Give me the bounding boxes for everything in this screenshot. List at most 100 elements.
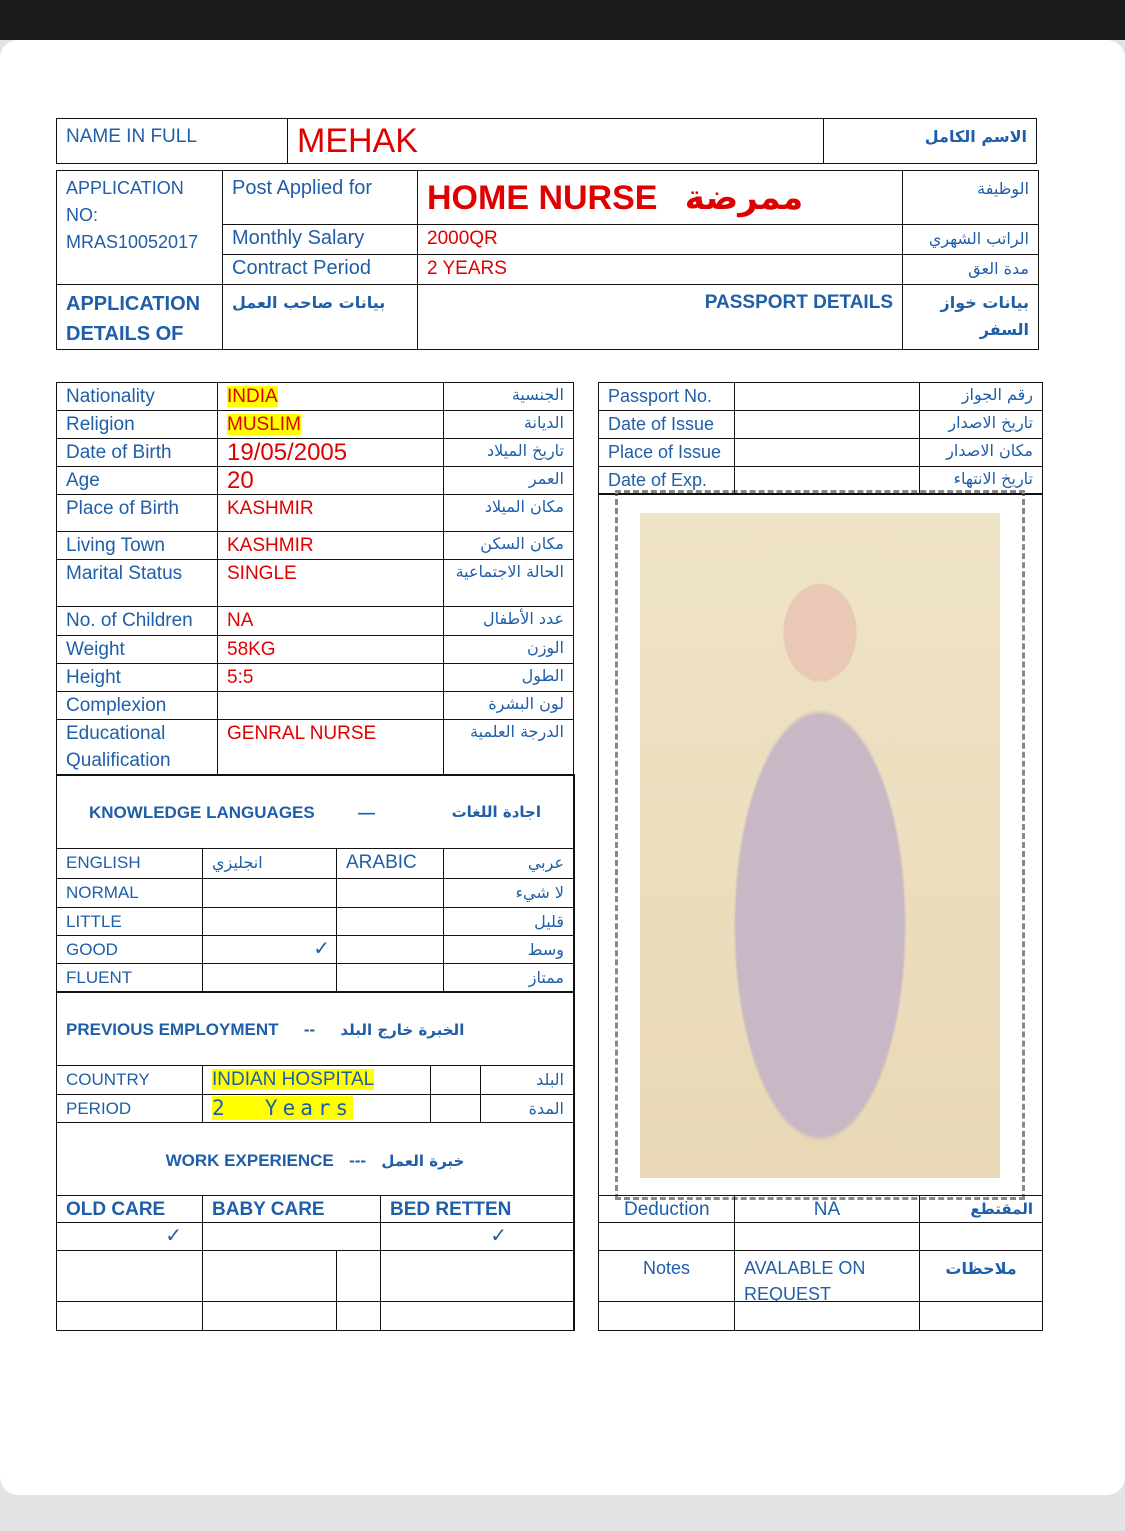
blank-cell [598, 1222, 735, 1251]
passport-field-value [734, 466, 920, 495]
blank-cell [919, 1301, 1043, 1331]
arabic-label: ARABIC [336, 848, 444, 879]
passport-field-label: Passport No. [598, 382, 735, 411]
languages-dash: — [358, 803, 376, 822]
personal-value-cell: 19/05/2005 [217, 438, 444, 467]
personal-value-cell [217, 691, 444, 720]
country-label: COUNTRY [56, 1065, 203, 1095]
languages-title: KNOWLEDGE LANGUAGES [89, 803, 315, 822]
passport-field-value [734, 438, 920, 467]
personal-value-cell: GENRAL NURSE [217, 719, 444, 776]
languages-header: KNOWLEDGE LANGUAGES — اجادة اللغات [56, 774, 574, 849]
languages-title-ar: اجادة اللغات [451, 803, 541, 821]
top-bar [0, 0, 1125, 40]
details-label: APPLICATION DETAILS OF [56, 284, 223, 350]
level-english-check [202, 907, 337, 936]
salary-label: Monthly Salary [222, 224, 418, 255]
post-value-ar: ممرضة منزلي [684, 178, 804, 218]
personal-value: 58KG [227, 639, 276, 660]
employment-title: PREVIOUS EMPLOYMENT [66, 1020, 279, 1039]
level-label-ar: لا شيء [443, 878, 574, 908]
employment-dash: -- [303, 1020, 316, 1039]
applicant-photo [640, 513, 1000, 1178]
bed-retten-label: BED RETTEN [380, 1195, 574, 1223]
bed-retten-check: ✓ [380, 1222, 574, 1251]
personal-value-cell: INDIA [217, 382, 444, 411]
employer-label-ar: بيانات صاحب العمل [222, 284, 418, 350]
contract-label-ar: مدة العق [902, 254, 1039, 285]
blank-cell [734, 1222, 920, 1251]
personal-label: Date of Birth [56, 438, 218, 467]
blank-cell [380, 1301, 574, 1331]
level-label: NORMAL [56, 878, 203, 908]
level-arabic-check [336, 963, 444, 993]
employment-title-ar: الخبرة خارج البلد [340, 1021, 465, 1039]
passport-field-value [734, 382, 920, 411]
passport-field-label: Place of Issue [598, 438, 735, 467]
period-empty [430, 1094, 481, 1123]
personal-value-cell: SINGLE [217, 559, 444, 607]
passport-field-label-ar: تاريخ الاصدار [919, 410, 1043, 439]
baby-care-check [202, 1222, 381, 1251]
country-value: INDIAN HOSPITAL [212, 1069, 375, 1090]
personal-value-cell: 5:5 [217, 663, 444, 692]
arabic-label-ar: عربي [443, 848, 574, 879]
period-label: PERIOD [56, 1094, 203, 1123]
work-title-ar: خبرة العمل [381, 1152, 465, 1170]
name-label-ar: الاسم الكامل [823, 118, 1037, 164]
deduction-label-ar: المقتطع المبلغ [919, 1195, 1043, 1223]
blank-cell [56, 1301, 203, 1331]
work-header: WORK EXPERIENCE --- خبرة العمل [56, 1122, 574, 1196]
level-label: LITTLE [56, 907, 203, 936]
name-value: MEHAK [287, 118, 824, 164]
english-label-ar: انجليزي [202, 848, 337, 879]
personal-label: Marital Status [56, 559, 218, 607]
work-dash: --- [349, 1151, 367, 1170]
personal-label: Complexion [56, 691, 218, 720]
passport-field-label: Date of Issue [598, 410, 735, 439]
personal-label-ar: الجنسية [443, 382, 574, 411]
blank-cell [336, 1250, 381, 1302]
level-label: GOOD [56, 935, 203, 964]
blank-cell [734, 1301, 920, 1331]
personal-value: SINGLE [227, 563, 297, 584]
contract-label: Contract Period [222, 254, 418, 285]
contract-value: 2 YEARS [417, 254, 903, 285]
salary-value: 2000QR [417, 224, 903, 255]
level-label-ar: قليل [443, 907, 574, 936]
personal-label-ar: لون البشرة [443, 691, 574, 720]
personal-value: NA [227, 610, 254, 631]
level-arabic-check [336, 907, 444, 936]
personal-label: Place of Birth [56, 494, 218, 532]
english-label: ENGLISH [56, 848, 203, 879]
personal-label-ar: الحالة الاجتماعية [443, 559, 574, 607]
personal-label-ar: الدرجة العلمية [443, 719, 574, 776]
country-empty [430, 1065, 481, 1095]
name-label: NAME IN FULL [56, 118, 288, 164]
blank-cell [336, 1301, 381, 1331]
personal-value-cell: 58KG [217, 635, 444, 664]
personal-label: Living Town [56, 531, 218, 560]
personal-value: 20 [227, 467, 254, 494]
passport-details-label: PASSPORT DETAILS [417, 284, 903, 350]
personal-label-ar: عدد الأطفال [443, 606, 574, 636]
personal-value-cell: KASHMIR [217, 531, 444, 560]
notes-label: Notes [598, 1250, 735, 1302]
level-arabic-check [336, 935, 444, 964]
personal-label: Age [56, 466, 218, 495]
notes-label-ar: ملاحظات [919, 1250, 1043, 1302]
deduction-label: Deduction [598, 1195, 735, 1223]
personal-value: KASHMIR [227, 535, 314, 556]
personal-label: Weight [56, 635, 218, 664]
passport-details-label-ar: بيانات خواز السفر [902, 284, 1039, 350]
period-value: 2 Years [212, 1096, 354, 1120]
personal-value: INDIA [227, 386, 278, 407]
personal-value: 5:5 [227, 667, 254, 688]
level-english-check [202, 963, 337, 993]
passport-field-label-ar: رقم الجواز [919, 382, 1043, 411]
blank-cell [202, 1250, 337, 1302]
personal-label: No. of Children [56, 606, 218, 636]
country-label-ar: البلد [480, 1065, 574, 1095]
period-value-cell: 2 Years [202, 1094, 431, 1123]
personal-label: Educational Qualification [56, 719, 218, 776]
